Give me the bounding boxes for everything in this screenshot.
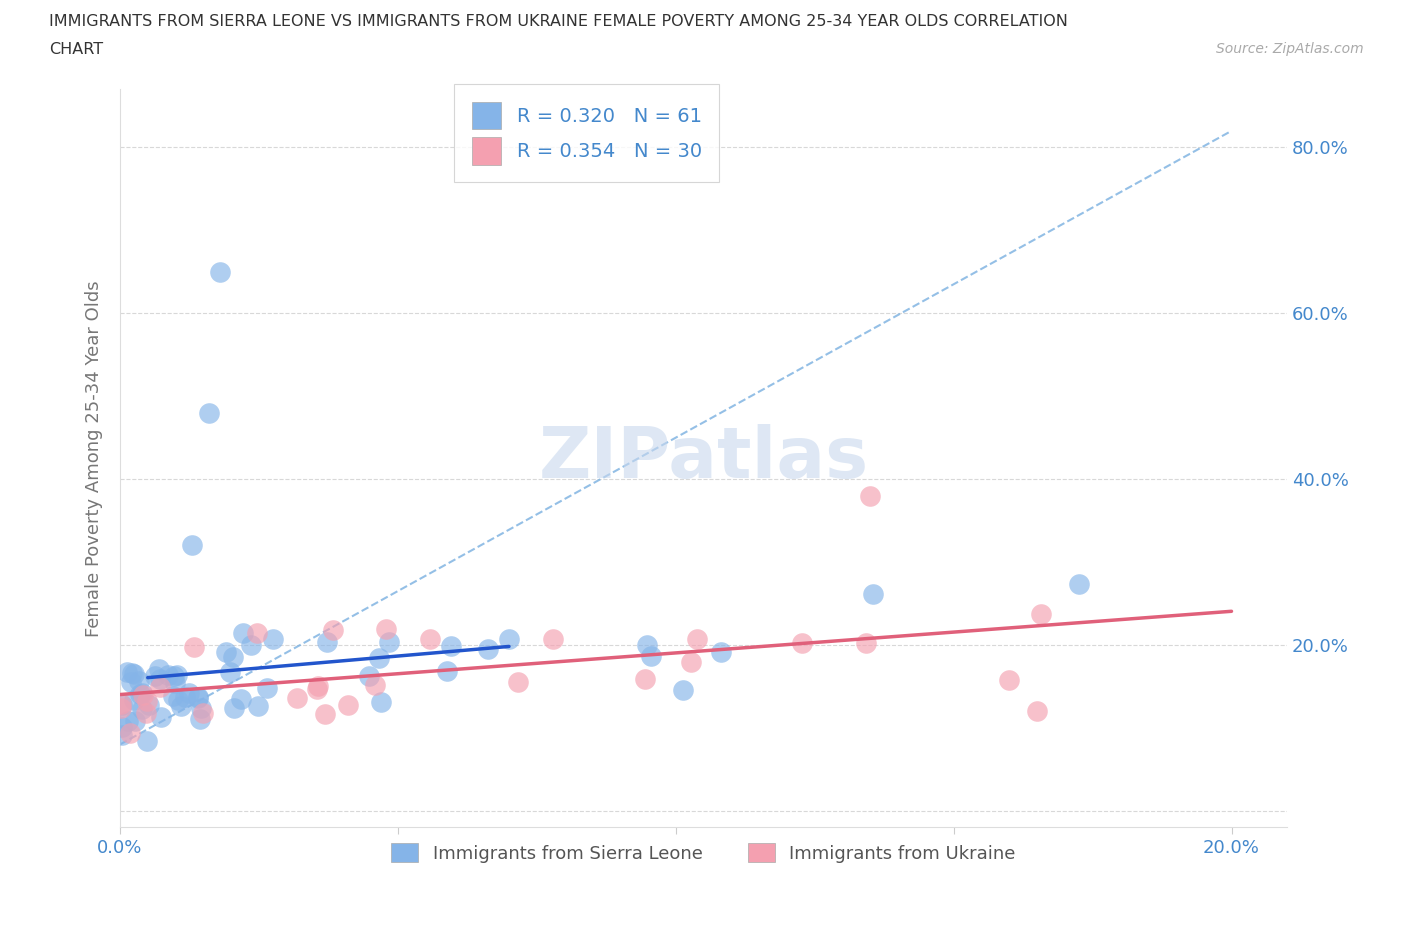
Point bbox=[307, 679, 329, 694]
Point bbox=[855, 635, 877, 650]
Point bbox=[170, 699, 193, 714]
Point bbox=[218, 664, 240, 679]
Point bbox=[367, 651, 389, 666]
Point bbox=[120, 674, 142, 689]
Point bbox=[117, 714, 139, 729]
Text: IMMIGRANTS FROM SIERRA LEONE VS IMMIGRANTS FROM UKRAINE FEMALE POVERTY AMONG 25-: IMMIGRANTS FROM SIERRA LEONE VS IMMIGRAN… bbox=[49, 14, 1069, 29]
Point bbox=[110, 701, 132, 716]
Point bbox=[636, 638, 658, 653]
Point bbox=[157, 668, 180, 683]
Point bbox=[440, 639, 463, 654]
Point bbox=[132, 687, 155, 702]
Point bbox=[640, 649, 662, 664]
Point bbox=[1067, 577, 1090, 591]
Point bbox=[506, 675, 529, 690]
Y-axis label: Female Poverty Among 25-34 Year Olds: Female Poverty Among 25-34 Year Olds bbox=[86, 280, 103, 637]
Point bbox=[862, 587, 884, 602]
Point bbox=[179, 685, 201, 700]
Point bbox=[377, 635, 399, 650]
Point bbox=[163, 676, 186, 691]
Point bbox=[679, 655, 702, 670]
Point bbox=[190, 700, 212, 715]
Point bbox=[128, 673, 150, 688]
Point bbox=[191, 706, 214, 721]
Point bbox=[314, 707, 336, 722]
Point bbox=[167, 693, 190, 708]
Point bbox=[477, 642, 499, 657]
Point bbox=[187, 691, 209, 706]
Point bbox=[998, 672, 1021, 687]
Point bbox=[307, 682, 329, 697]
Point bbox=[634, 671, 657, 686]
Point bbox=[498, 631, 520, 646]
Point bbox=[122, 693, 145, 708]
Point bbox=[247, 698, 270, 713]
Point bbox=[285, 690, 308, 705]
Point bbox=[124, 714, 146, 729]
Point bbox=[110, 697, 132, 711]
Point bbox=[122, 667, 145, 682]
Point bbox=[187, 690, 209, 705]
Point bbox=[188, 711, 211, 726]
Point bbox=[136, 694, 159, 709]
Point bbox=[859, 488, 882, 503]
Point bbox=[256, 681, 278, 696]
Point bbox=[370, 695, 392, 710]
Point bbox=[686, 631, 709, 646]
Point bbox=[181, 538, 204, 553]
Point bbox=[111, 727, 134, 742]
Point bbox=[131, 702, 153, 717]
Point bbox=[111, 720, 134, 735]
Point bbox=[222, 700, 245, 715]
Point bbox=[419, 631, 441, 646]
Point bbox=[163, 669, 186, 684]
Point bbox=[790, 636, 813, 651]
Point bbox=[174, 690, 197, 705]
Point bbox=[215, 644, 238, 659]
Point bbox=[208, 264, 231, 279]
Point bbox=[375, 621, 398, 636]
Point bbox=[709, 645, 731, 660]
Point bbox=[436, 664, 458, 679]
Point bbox=[672, 683, 695, 698]
Point bbox=[162, 688, 184, 703]
Point bbox=[229, 692, 252, 707]
Point bbox=[129, 686, 152, 701]
Point bbox=[336, 698, 359, 712]
Point bbox=[111, 698, 134, 712]
Point bbox=[240, 638, 263, 653]
Point bbox=[135, 706, 157, 721]
Point bbox=[149, 671, 172, 686]
Point bbox=[118, 725, 141, 740]
Point bbox=[136, 733, 159, 748]
Point bbox=[149, 680, 172, 695]
Point bbox=[121, 666, 143, 681]
Point bbox=[1026, 704, 1049, 719]
Point bbox=[131, 685, 153, 700]
Point bbox=[246, 626, 269, 641]
Point bbox=[138, 698, 160, 712]
Point bbox=[357, 669, 380, 684]
Point bbox=[262, 631, 284, 646]
Text: CHART: CHART bbox=[49, 42, 103, 57]
Point bbox=[166, 668, 188, 683]
Point bbox=[322, 622, 344, 637]
Point bbox=[364, 677, 387, 692]
Point bbox=[315, 634, 337, 649]
Point bbox=[222, 649, 245, 664]
Legend: Immigrants from Sierra Leone, Immigrants from Ukraine: Immigrants from Sierra Leone, Immigrants… bbox=[384, 836, 1024, 870]
Text: Source: ZipAtlas.com: Source: ZipAtlas.com bbox=[1216, 42, 1364, 56]
Point bbox=[541, 631, 564, 646]
Point bbox=[143, 669, 166, 684]
Point bbox=[117, 665, 139, 680]
Point bbox=[183, 640, 205, 655]
Point bbox=[232, 626, 254, 641]
Point bbox=[198, 405, 221, 420]
Point bbox=[148, 661, 170, 676]
Point bbox=[1029, 606, 1052, 621]
Point bbox=[149, 710, 172, 724]
Text: ZIPatlas: ZIPatlas bbox=[538, 424, 869, 493]
